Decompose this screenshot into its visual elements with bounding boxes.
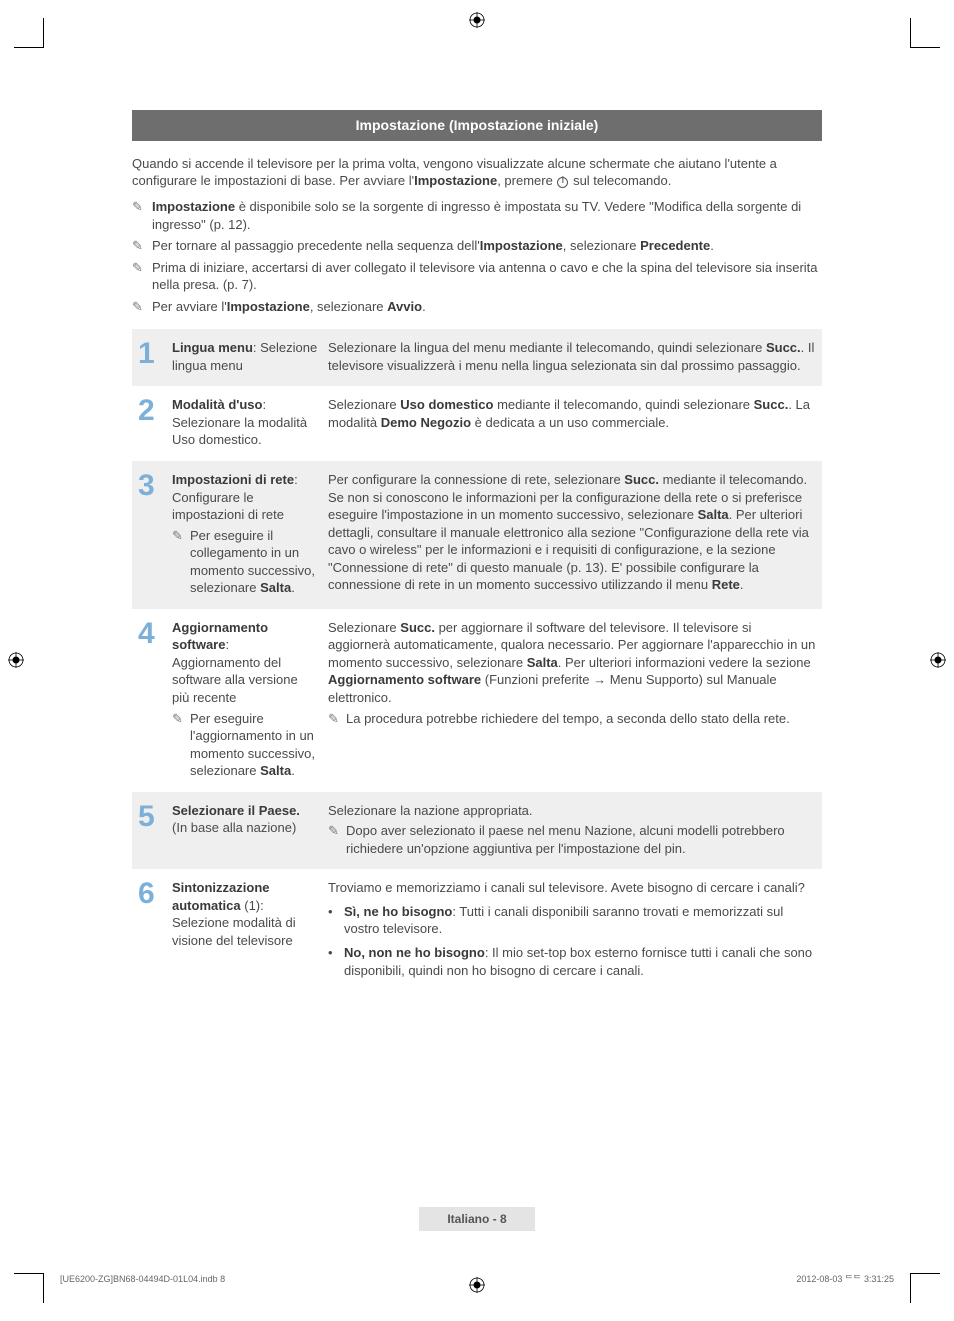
crop-mark-icon bbox=[910, 1273, 911, 1303]
note-text: Dopo aver selezionato il paese nel menu … bbox=[346, 822, 816, 857]
step-description: Selezionare Uso domestico mediante il te… bbox=[328, 396, 816, 449]
hand-note-icon: ✎ bbox=[172, 710, 190, 780]
note-text: Per eseguire il collegamento in un momen… bbox=[190, 527, 318, 597]
doc-footer-left: [UE6200-ZG]BN68-04494D-01L04.indb 8 bbox=[60, 1273, 225, 1285]
crop-mark-icon bbox=[910, 1273, 940, 1274]
notes-list: ✎Impostazione è disponibile solo se la s… bbox=[132, 198, 822, 315]
section-header: Impostazione (Impostazione iniziale) bbox=[132, 110, 822, 141]
step-desc-note: ✎Dopo aver selezionato il paese nel menu… bbox=[328, 822, 816, 857]
note-row: ✎Per tornare al passaggio precedente nel… bbox=[132, 237, 822, 255]
hand-note-icon: ✎ bbox=[328, 822, 346, 857]
step-description: Per configurare la connessione di rete, … bbox=[328, 471, 816, 597]
intro-part: , premere bbox=[497, 173, 556, 188]
crop-mark-icon bbox=[43, 18, 44, 48]
bullet-text: Sì, ne ho bisogno: Tutti i canali dispon… bbox=[344, 903, 816, 938]
step-number: 6 bbox=[138, 879, 172, 979]
step-title: Aggiornamento software: Aggiornamento de… bbox=[172, 619, 328, 780]
step-row: 1Lingua menu: Selezione lingua menuSelez… bbox=[132, 329, 822, 386]
step-row: 3Impostazioni di rete: Configurare le im… bbox=[132, 461, 822, 609]
bullet-item: •Sì, ne ho bisogno: Tutti i canali dispo… bbox=[328, 903, 816, 938]
note-row: ✎Prima di iniziare, accertarsi di aver c… bbox=[132, 259, 822, 294]
note-text: Impostazione è disponibile solo se la so… bbox=[152, 198, 822, 233]
step-number: 5 bbox=[138, 802, 172, 858]
step-title: Selezionare il Paese. (In base alla nazi… bbox=[172, 802, 328, 858]
step-number: 3 bbox=[138, 471, 172, 597]
step-row: 5Selezionare il Paese. (In base alla naz… bbox=[132, 792, 822, 870]
hand-note-icon: ✎ bbox=[132, 259, 152, 294]
step-title: Sintonizzazione automatica (1): Selezion… bbox=[172, 879, 328, 979]
step-number: 2 bbox=[138, 396, 172, 449]
step-row: 6Sintonizzazione automatica (1): Selezio… bbox=[132, 869, 822, 991]
crop-mark-icon bbox=[14, 47, 44, 48]
note-text: Prima di iniziare, accertarsi di aver co… bbox=[152, 259, 822, 294]
crop-mark-icon bbox=[910, 47, 940, 48]
step-number: 1 bbox=[138, 339, 172, 374]
steps-table: 1Lingua menu: Selezione lingua menuSelez… bbox=[132, 329, 822, 991]
step-title: Impostazioni di rete: Configurare le imp… bbox=[172, 471, 328, 597]
bullet-text: No, non ne ho bisogno: Il mio set-top bo… bbox=[344, 944, 816, 979]
intro-part: sul telecomando. bbox=[569, 173, 671, 188]
hand-note-icon: ✎ bbox=[132, 237, 152, 255]
crop-mark-icon bbox=[14, 1273, 44, 1274]
hand-note-icon: ✎ bbox=[132, 198, 152, 233]
crop-mark-icon bbox=[43, 1273, 44, 1303]
page-number: Italiano - 8 bbox=[419, 1207, 534, 1231]
doc-footer: [UE6200-ZG]BN68-04494D-01L04.indb 8 2012… bbox=[60, 1273, 894, 1285]
hand-note-icon: ✎ bbox=[328, 710, 346, 728]
step-row: 4Aggiornamento software: Aggiornamento d… bbox=[132, 609, 822, 792]
note-text: Per eseguire l'aggiornamento in un momen… bbox=[190, 710, 318, 780]
note-text: Per avviare l'Impostazione, selezionare … bbox=[152, 298, 822, 316]
crop-mark-icon bbox=[910, 18, 911, 48]
hand-note-icon: ✎ bbox=[132, 298, 152, 316]
note-text: Per tornare al passaggio precedente nell… bbox=[152, 237, 822, 255]
hand-note-icon: ✎ bbox=[172, 527, 190, 597]
bullet-dot-icon: • bbox=[328, 903, 344, 938]
bullet-dot-icon: • bbox=[328, 944, 344, 979]
registration-mark-icon bbox=[8, 652, 24, 668]
note-row: ✎Per avviare l'Impostazione, selezionare… bbox=[132, 298, 822, 316]
registration-mark-icon bbox=[930, 652, 946, 668]
step-description: Selezionare la lingua del menu mediante … bbox=[328, 339, 816, 374]
bullet-item: •No, non ne ho bisogno: Il mio set-top b… bbox=[328, 944, 816, 979]
note-row: ✎Impostazione è disponibile solo se la s… bbox=[132, 198, 822, 233]
step-description: Selezionare Succ. per aggiornare il soft… bbox=[328, 619, 816, 780]
page-number-footer: Italiano - 8 bbox=[0, 1207, 954, 1231]
step-description: Troviamo e memorizziamo i canali sul tel… bbox=[328, 879, 816, 979]
registration-mark-icon bbox=[469, 12, 485, 28]
step-row: 2Modalità d'uso: Selezionare la modalità… bbox=[132, 386, 822, 461]
step-desc-note: ✎La procedura potrebbe richiedere del te… bbox=[328, 710, 816, 728]
step-title: Modalità d'uso: Selezionare la modalità … bbox=[172, 396, 328, 449]
power-icon bbox=[557, 177, 568, 188]
step-title-note: ✎Per eseguire il collegamento in un mome… bbox=[172, 527, 318, 597]
step-description: Selezionare la nazione appropriata.✎Dopo… bbox=[328, 802, 816, 858]
page-content: Impostazione (Impostazione iniziale) Qua… bbox=[132, 110, 822, 991]
step-number: 4 bbox=[138, 619, 172, 780]
note-text: La procedura potrebbe richiedere del tem… bbox=[346, 710, 816, 728]
intro-bold: Impostazione bbox=[414, 173, 497, 188]
step-title-note: ✎Per eseguire l'aggiornamento in un mome… bbox=[172, 710, 318, 780]
step-title: Lingua menu: Selezione lingua menu bbox=[172, 339, 328, 374]
intro-text: Quando si accende il televisore per la p… bbox=[132, 155, 822, 190]
doc-footer-right: 2012-08-03 ᄃᄃ 3:31:25 bbox=[796, 1273, 894, 1285]
